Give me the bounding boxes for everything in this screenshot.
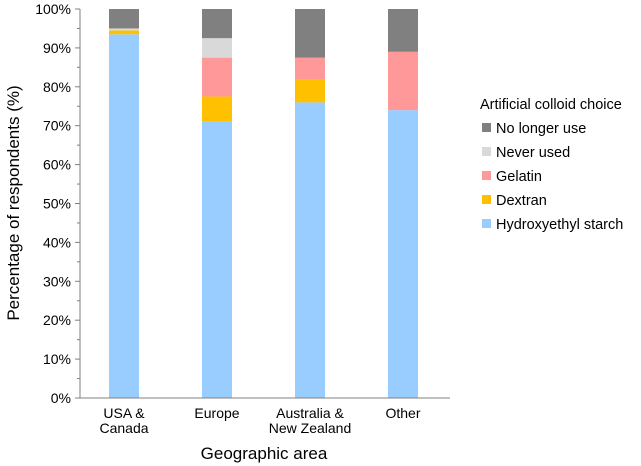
x-axis-title: Geographic area	[201, 444, 328, 463]
y-tick-label: 90%	[43, 40, 71, 56]
legend-label: No longer use	[496, 121, 586, 137]
bar-segment-hydroxyethyl-starch	[109, 34, 139, 398]
y-tick-label: 70%	[43, 118, 71, 134]
bar-segment-dextran	[295, 79, 325, 103]
legend-label: Never used	[496, 145, 570, 161]
bar-segment-dextran	[109, 30, 139, 35]
legend-swatch	[482, 171, 491, 180]
bar-segment-hydroxyethyl-starch	[295, 102, 325, 399]
bar-segment-gelatin	[388, 51, 418, 111]
bar-segment-no-longer-use	[109, 9, 139, 29]
legend-label: Gelatin	[496, 169, 542, 185]
y-tick-label: 60%	[43, 157, 71, 173]
bar-segment-gelatin	[202, 57, 232, 97]
bar-segment-hydroxyethyl-starch	[388, 110, 418, 398]
x-category-label: New Zealand	[269, 420, 352, 436]
bar-segment-no-longer-use	[388, 9, 418, 52]
y-tick-label: 40%	[43, 234, 71, 250]
axes: 0% 10% 20% 30% 40% 50% 60% 70% 80% 90% 100% USA &Ca…	[35, 1, 450, 436]
bar-segment-gelatin	[295, 57, 325, 80]
x-category-label: Canada	[99, 420, 148, 436]
bar-segment-dextran	[202, 96, 232, 122]
bar-segment-never-used	[202, 38, 232, 58]
y-tick-label: 80%	[43, 79, 71, 95]
y-tick-label: 0%	[51, 390, 71, 406]
bar-segment-no-longer-use	[202, 9, 232, 39]
y-tick-label: 100%	[35, 1, 71, 17]
y-tick-label: 30%	[43, 273, 71, 289]
legend-title: Artificial colloid choice	[480, 97, 622, 113]
bar-segment-hydroxyethyl-starch	[202, 121, 232, 398]
legend-swatch	[482, 123, 491, 132]
x-category-label: Australia &	[276, 405, 344, 421]
x-category-label: Other	[385, 405, 420, 421]
x-category-label: USA &	[103, 405, 145, 421]
legend-label: Dextran	[496, 193, 547, 209]
x-category-label: Europe	[194, 405, 239, 421]
plot-area	[109, 9, 418, 399]
y-axis-title: Percentage of respondents (%)	[4, 85, 23, 320]
y-tick-label: 50%	[43, 196, 71, 212]
legend: Artificial colloid choice No longer use Ne…	[480, 97, 623, 233]
legend-swatch	[482, 195, 491, 204]
bar-segment-never-used	[109, 28, 139, 31]
legend-swatch	[482, 147, 491, 156]
legend-swatch	[482, 219, 491, 228]
y-tick-label: 20%	[43, 312, 71, 328]
bar-segment-no-longer-use	[295, 9, 325, 58]
y-tick-label: 10%	[43, 351, 71, 367]
legend-label: Hydroxyethyl starch	[496, 217, 623, 233]
